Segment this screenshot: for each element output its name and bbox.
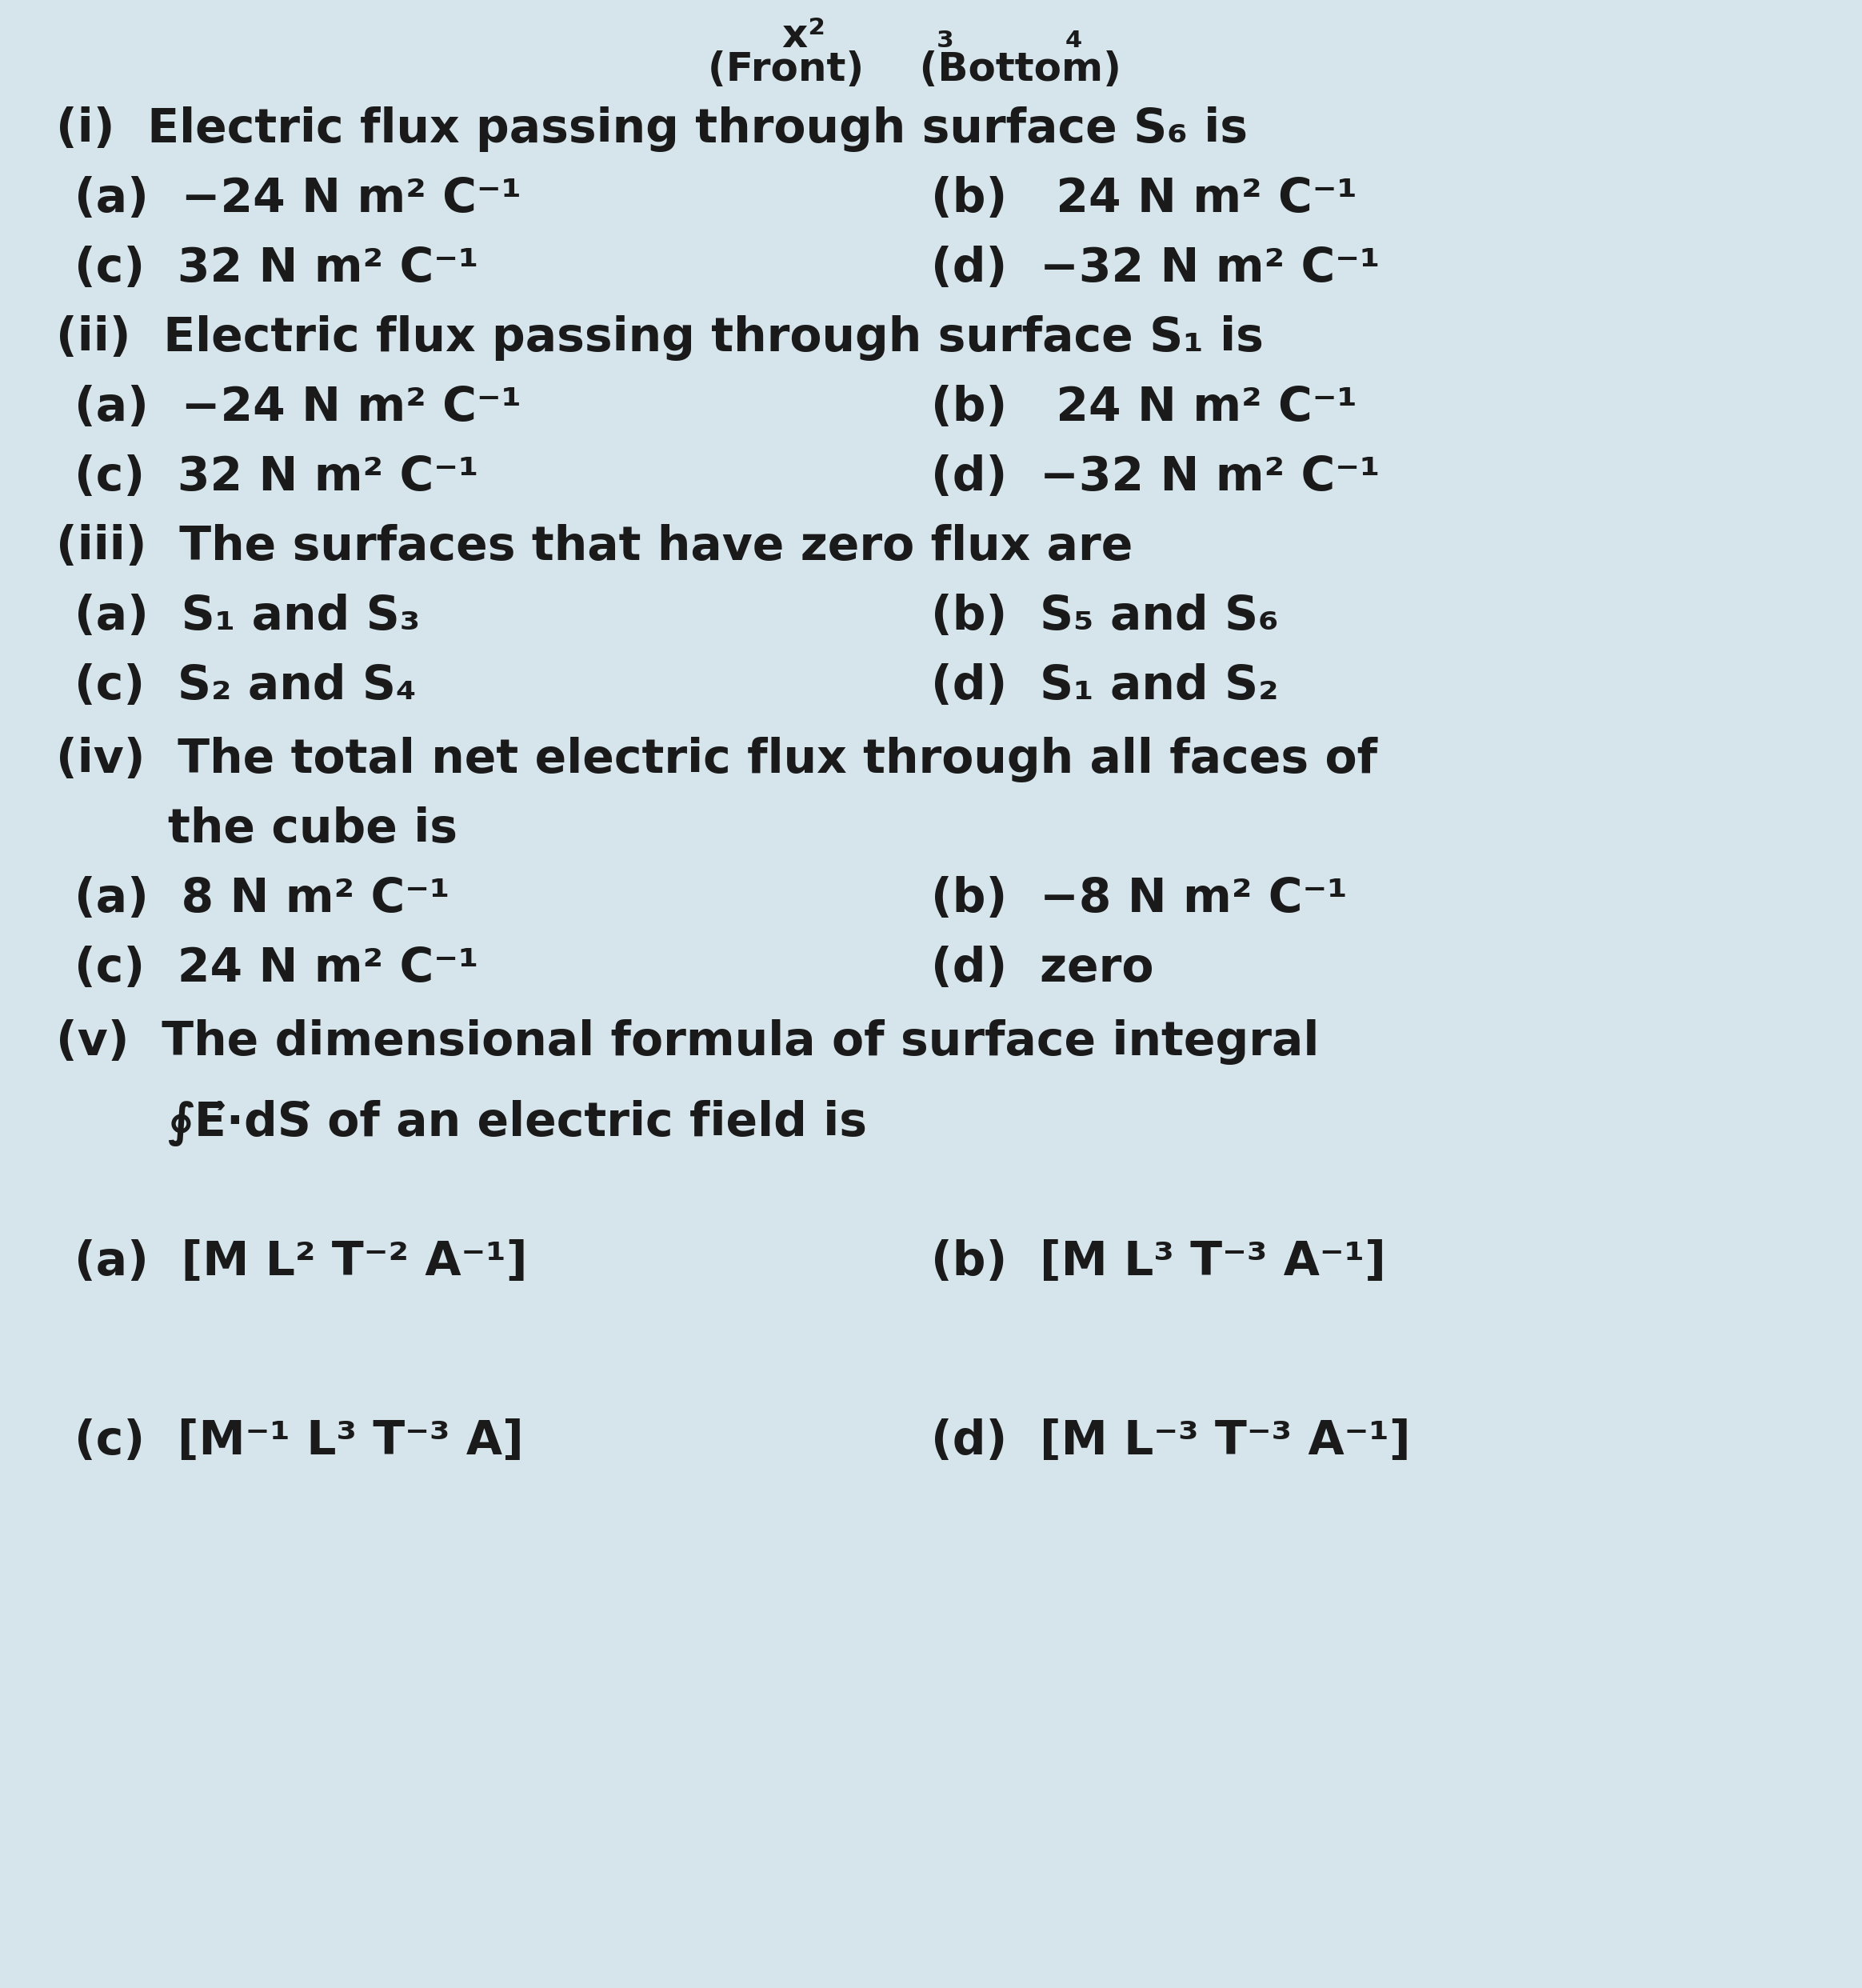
Text: (iv)  The total net electric flux through all faces of: (iv) The total net electric flux through… xyxy=(56,738,1378,781)
Text: (v)  The dimensional formula of surface integral: (v) The dimensional formula of surface i… xyxy=(56,1020,1318,1064)
Text: (d)  [M L⁻³ T⁻³ A⁻¹]: (d) [M L⁻³ T⁻³ A⁻¹] xyxy=(931,1419,1411,1463)
Text: (b)   24 N m² C⁻¹: (b) 24 N m² C⁻¹ xyxy=(931,386,1357,429)
Text: (d)  −32 N m² C⁻¹: (d) −32 N m² C⁻¹ xyxy=(931,455,1380,499)
Text: (a)  S₁ and S₃: (a) S₁ and S₃ xyxy=(74,594,421,638)
Text: (d)  S₁ and S₂: (d) S₁ and S₂ xyxy=(931,664,1279,708)
Text: (b)  S₅ and S₆: (b) S₅ and S₆ xyxy=(931,594,1279,638)
Text: ∮E⃗·dS⃗ of an electric field is: ∮E⃗·dS⃗ of an electric field is xyxy=(168,1099,866,1147)
Text: (b)  −8 N m² C⁻¹: (b) −8 N m² C⁻¹ xyxy=(931,877,1348,920)
Text: (a)  −24 N m² C⁻¹: (a) −24 N m² C⁻¹ xyxy=(74,386,521,429)
Text: (c)  32 N m² C⁻¹: (c) 32 N m² C⁻¹ xyxy=(74,455,479,499)
Text: (i)  Electric flux passing through surface S₆ is: (i) Electric flux passing through surfac… xyxy=(56,107,1248,151)
Text: x²        ₃        ₄: x² ₃ ₄ xyxy=(782,16,1082,56)
Text: (a)  −24 N m² C⁻¹: (a) −24 N m² C⁻¹ xyxy=(74,177,521,221)
Text: (c)  32 N m² C⁻¹: (c) 32 N m² C⁻¹ xyxy=(74,247,479,290)
Text: (a)  [M L² T⁻² A⁻¹]: (a) [M L² T⁻² A⁻¹] xyxy=(74,1241,527,1284)
Text: (d)  −32 N m² C⁻¹: (d) −32 N m² C⁻¹ xyxy=(931,247,1380,290)
Text: (Front)    (Bottom): (Front) (Bottom) xyxy=(708,50,1121,89)
Text: (c)  [M⁻¹ L³ T⁻³ A]: (c) [M⁻¹ L³ T⁻³ A] xyxy=(74,1419,523,1463)
Text: (c)  S₂ and S₄: (c) S₂ and S₄ xyxy=(74,664,417,708)
Text: (b)  [M L³ T⁻³ A⁻¹]: (b) [M L³ T⁻³ A⁻¹] xyxy=(931,1241,1385,1284)
Text: (d)  zero: (d) zero xyxy=(931,946,1154,990)
Text: (b)   24 N m² C⁻¹: (b) 24 N m² C⁻¹ xyxy=(931,177,1357,221)
Text: the cube is: the cube is xyxy=(168,807,456,851)
Text: (a)  8 N m² C⁻¹: (a) 8 N m² C⁻¹ xyxy=(74,877,451,920)
Text: (c)  24 N m² C⁻¹: (c) 24 N m² C⁻¹ xyxy=(74,946,479,990)
Text: (iii)  The surfaces that have zero flux are: (iii) The surfaces that have zero flux a… xyxy=(56,525,1132,569)
Text: (ii)  Electric flux passing through surface S₁ is: (ii) Electric flux passing through surfa… xyxy=(56,316,1264,360)
